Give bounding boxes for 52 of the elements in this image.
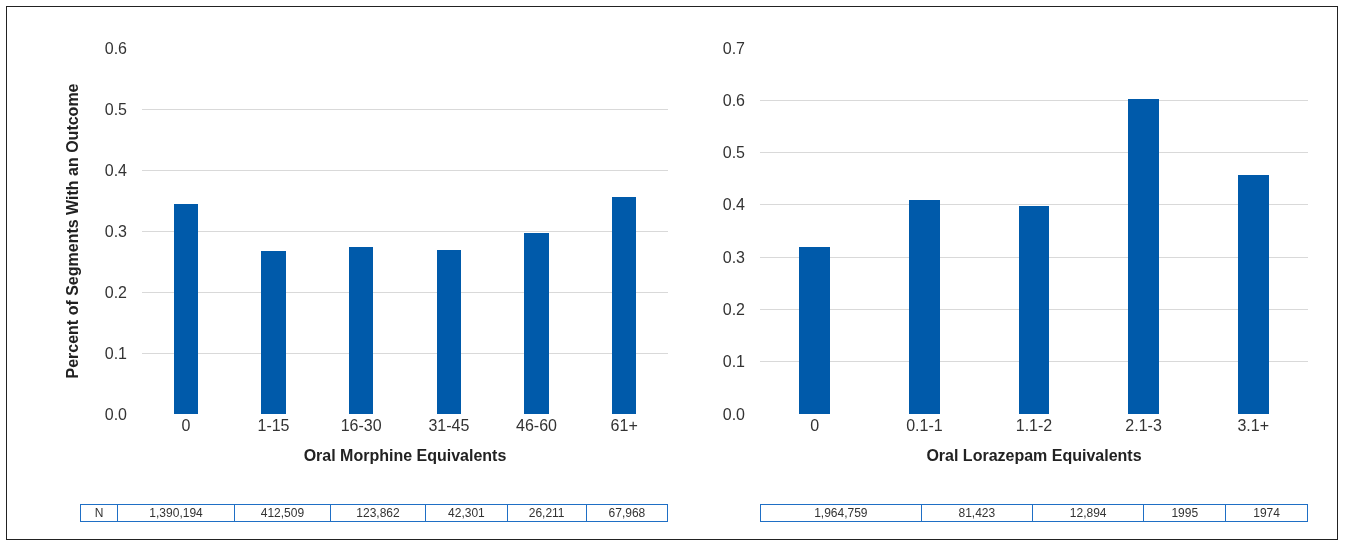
bar bbox=[799, 246, 831, 414]
x-tick-label: 0 bbox=[810, 417, 820, 434]
y-tick-label: 0.5 bbox=[104, 100, 128, 118]
bar bbox=[348, 246, 374, 414]
text: N bbox=[80, 504, 118, 522]
text: 1,390,194 bbox=[117, 504, 235, 522]
y-tick-label: 0.1 bbox=[104, 344, 128, 362]
x-tick-label: 0.1-1 bbox=[906, 417, 943, 434]
y-tick-label: 0.4 bbox=[104, 161, 128, 179]
bar bbox=[1018, 206, 1050, 414]
text: 1,964,759 bbox=[760, 504, 922, 522]
y-tick-label: 0.4 bbox=[722, 196, 746, 214]
text: 42,301 bbox=[425, 504, 507, 522]
bar bbox=[1128, 99, 1159, 414]
y-tick-label: 0.7 bbox=[722, 39, 746, 57]
x-axis-title: Oral Morphine Equivalents bbox=[303, 446, 507, 464]
text: 123,862 bbox=[330, 504, 426, 522]
x-axis-title: Oral Lorazepam Equivalents bbox=[926, 446, 1142, 464]
bar bbox=[909, 199, 940, 414]
y-tick-label: 0.0 bbox=[104, 405, 128, 423]
text: 1995 bbox=[1143, 504, 1226, 522]
text: 81,423 bbox=[921, 504, 1033, 522]
text: 67,968 bbox=[586, 504, 668, 522]
y-tick-label: 0.5 bbox=[722, 144, 746, 162]
y-tick-label: 0.2 bbox=[104, 283, 128, 301]
text: 1974 bbox=[1225, 504, 1308, 522]
x-tick-label: 0 bbox=[181, 417, 191, 434]
x-tick-label: 2.1-3 bbox=[1125, 417, 1162, 434]
y-axis-title: Percent of Segments With an Outcome bbox=[63, 83, 81, 379]
y-tick-label: 0.3 bbox=[104, 222, 128, 240]
x-tick-label: 31-45 bbox=[428, 417, 470, 434]
bar bbox=[436, 249, 462, 414]
y-tick-label: 0.1 bbox=[722, 353, 746, 371]
y-tick-label: 0.3 bbox=[722, 248, 746, 266]
bar bbox=[173, 203, 199, 414]
text: 412,509 bbox=[234, 504, 331, 522]
x-tick-label: 1.1-2 bbox=[1015, 417, 1053, 434]
x-tick-label: 1-15 bbox=[257, 417, 290, 434]
y-tick-label: 0.0 bbox=[722, 405, 746, 423]
bar bbox=[524, 232, 549, 414]
x-tick-label: 3.1+ bbox=[1237, 417, 1269, 434]
text: 12,894 bbox=[1032, 504, 1144, 522]
y-tick-label: 0.6 bbox=[104, 39, 128, 57]
bar bbox=[611, 196, 637, 414]
text: 26,211 bbox=[507, 504, 587, 522]
y-tick-label: 0.2 bbox=[722, 301, 746, 319]
x-tick-label: 46-60 bbox=[516, 417, 558, 434]
bar bbox=[261, 250, 286, 414]
x-tick-label: 16-30 bbox=[340, 417, 382, 434]
bar bbox=[1237, 174, 1269, 414]
x-tick-label: 61+ bbox=[610, 417, 638, 434]
y-tick-label: 0.6 bbox=[722, 91, 746, 109]
